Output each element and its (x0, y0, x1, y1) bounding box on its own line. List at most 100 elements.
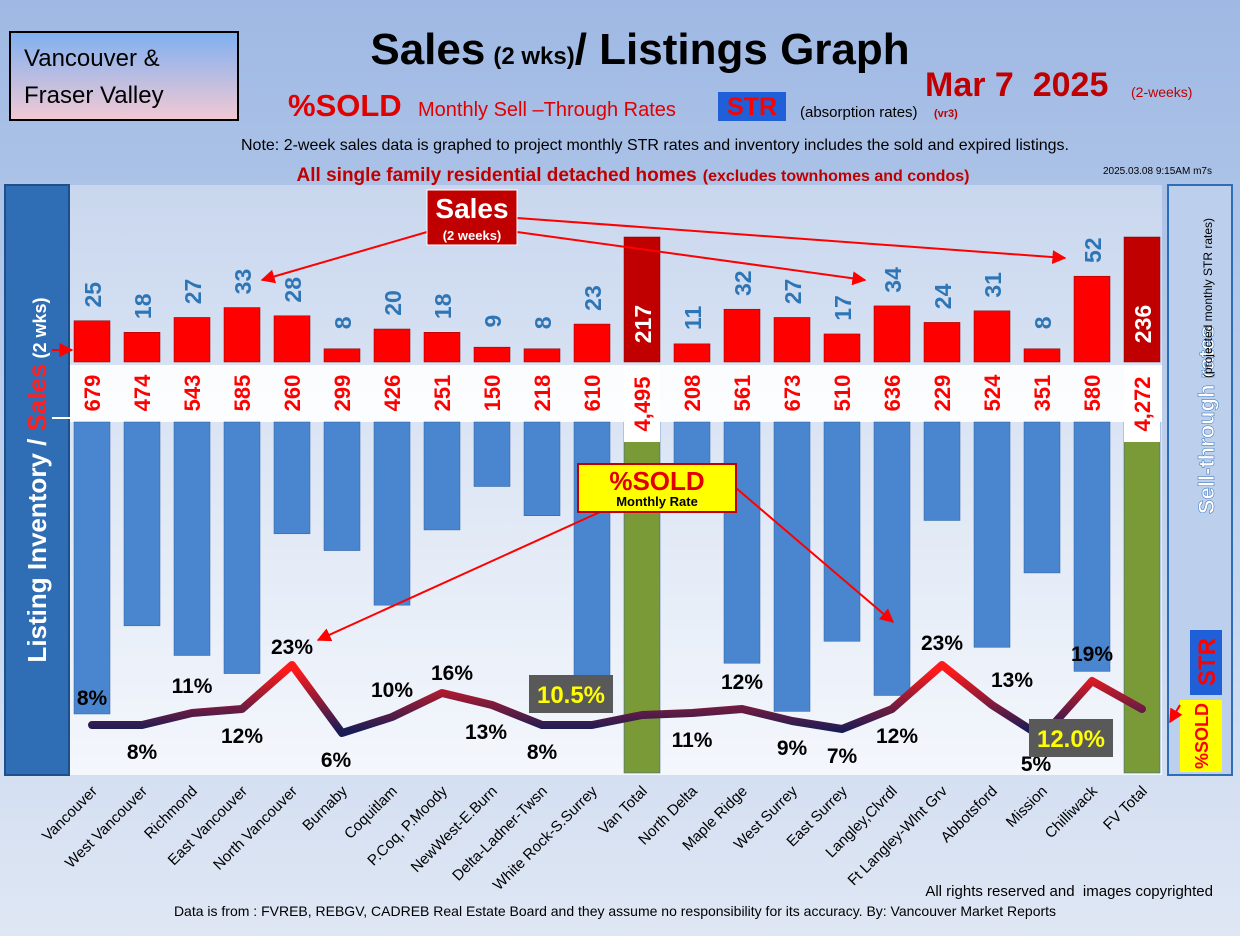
str-box (718, 92, 786, 121)
label-band (68, 365, 1162, 422)
inventory-bar (573, 421, 611, 685)
note: Note: 2-week sales data is graphed to pr… (241, 137, 1069, 154)
inventory-label: 543 (180, 375, 205, 412)
inventory-bar (223, 421, 261, 674)
inventory-bar (873, 421, 911, 696)
inventory-bar (1123, 421, 1161, 774)
inventory-label: 260 (280, 375, 305, 412)
callout-arrow (735, 487, 895, 623)
source: Data is from : FVREB, REBGV, CADREB Real… (174, 903, 1056, 919)
y-label-part: (2 wks) (30, 297, 50, 363)
inventory-label: 636 (880, 375, 905, 412)
sales-bar (373, 328, 411, 363)
sales-bar (273, 315, 311, 363)
date-note: (2-weeks) (1131, 84, 1192, 100)
sales-label: 23 (580, 285, 606, 311)
sales-bar (173, 317, 211, 363)
scope: All single family residential detached h… (297, 165, 970, 186)
callouts: Sales (2 weeks) %SOLD Monthly Rate (260, 189, 1067, 642)
rate-label: 16% (431, 662, 473, 685)
inventory-bar (373, 421, 411, 606)
callout-arrow (316, 511, 601, 642)
inventory-bar (723, 421, 761, 664)
sales-label: 11 (680, 305, 706, 330)
rate-label: 13% (465, 721, 507, 744)
inventory-label: 524 (980, 374, 1005, 411)
rate-label: 11% (172, 675, 213, 698)
rate-total-box (1029, 719, 1113, 757)
inventory-label: 585 (230, 375, 255, 412)
region-line: Vancouver & (24, 45, 160, 72)
inventory-bar (73, 421, 111, 715)
sales-label: 9 (480, 315, 506, 328)
rate-line (88, 661, 1146, 741)
rate-label: 11% (672, 729, 713, 752)
rate-label: 23% (271, 636, 313, 659)
str-legend-box (1190, 630, 1222, 695)
inventory-bar (173, 421, 211, 656)
absorption: (absorption rates) (800, 104, 918, 121)
inventory-label: 426 (380, 375, 405, 412)
inventory-label: 351 (1030, 375, 1055, 412)
rate-label: 8% (527, 741, 558, 764)
title-main: Sales (370, 25, 485, 74)
sales-label: 217 (630, 305, 656, 343)
region-line: Fraser Valley (24, 82, 164, 109)
rate-total-label: 12.0% (1037, 726, 1105, 753)
rate-label: 10% (371, 679, 413, 702)
region-box (9, 31, 239, 121)
sold-callout-note: Monthly Rate (616, 494, 698, 509)
str-text: Monthly Sell –Through Rates (418, 99, 676, 121)
rate-label: 7% (827, 745, 858, 768)
sales-label: 27 (780, 279, 806, 305)
inventory-label: 510 (830, 375, 855, 412)
sales-callout: Sales (435, 193, 508, 224)
title: Sales (2 wks)/ Listings Graph (370, 25, 909, 74)
inventory-label-box (1124, 366, 1160, 442)
sales-bar (1023, 348, 1061, 363)
sales-bar (723, 308, 761, 363)
sales-label: 27 (180, 279, 206, 305)
inventory-bar (123, 421, 161, 627)
sales-bar (623, 236, 661, 363)
rate-label: 12% (721, 671, 763, 694)
scope-note: (excludes townhomes and condos) (703, 168, 970, 185)
sales-bar (823, 333, 861, 363)
inventory-label: 251 (430, 375, 455, 412)
inventory-label: 580 (1080, 375, 1105, 412)
sales-bar (123, 332, 161, 363)
sold-callout: %SOLD (609, 466, 704, 496)
inventory-bar (773, 421, 811, 712)
y-label-part: Sales (22, 363, 52, 431)
sales-label: 8 (1030, 316, 1056, 329)
sales-label: 34 (880, 267, 906, 293)
sold-legend-box (1180, 700, 1222, 772)
sales-label: 33 (230, 269, 256, 295)
sales-label: 28 (280, 277, 306, 303)
inventory-bar (473, 421, 511, 487)
inventory-label: 4,272 (1130, 376, 1155, 431)
inventory-bar (423, 421, 461, 531)
rate-label: 9% (777, 737, 808, 760)
inventory-label: 679 (80, 375, 105, 412)
rate-label: 19% (1071, 643, 1113, 666)
inventory-label: 150 (480, 375, 505, 412)
inventory-bar (1073, 421, 1111, 672)
sales-label: 236 (1130, 305, 1156, 343)
inventory-bar (523, 421, 561, 516)
scope-main: All single family residential detached h… (297, 165, 697, 186)
inventory-label-box (624, 366, 660, 442)
sales-callout-note: (2 weeks) (443, 228, 502, 243)
sales-label: 31 (980, 272, 1006, 298)
inventory-bar (1023, 421, 1061, 574)
inventory-label: 4,495 (630, 376, 655, 431)
version: (vr3) (934, 108, 958, 120)
sales-label: 17 (830, 295, 856, 321)
left-panel (4, 184, 70, 776)
rate-total-box (529, 675, 613, 713)
rate-label: 6% (321, 749, 352, 772)
sales-bar (573, 323, 611, 363)
sales-label: 8 (530, 316, 556, 329)
inventory-bar (323, 421, 361, 551)
